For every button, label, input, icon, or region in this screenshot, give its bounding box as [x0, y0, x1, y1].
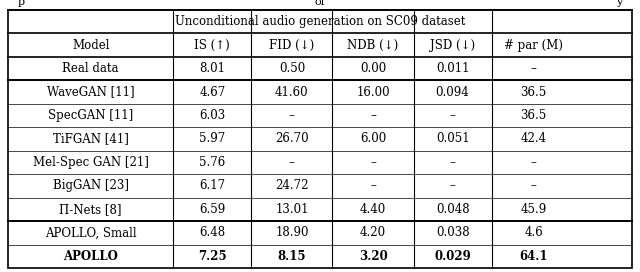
Text: –: –: [531, 156, 537, 169]
Text: –: –: [450, 180, 456, 192]
Text: 26.70: 26.70: [275, 132, 308, 146]
Text: 18.90: 18.90: [275, 226, 308, 239]
Text: 42.4: 42.4: [521, 132, 547, 146]
Text: 7.25: 7.25: [198, 250, 227, 263]
Text: 0.038: 0.038: [436, 226, 469, 239]
Text: –: –: [289, 156, 295, 169]
Text: TiFGAN [41]: TiFGAN [41]: [52, 132, 129, 146]
Text: 0.00: 0.00: [360, 62, 386, 75]
Text: 6.00: 6.00: [360, 132, 386, 146]
Text: y: y: [616, 0, 622, 7]
Text: p: p: [18, 0, 25, 7]
Text: BigGAN [23]: BigGAN [23]: [52, 180, 129, 192]
Text: –: –: [531, 180, 537, 192]
Text: SpecGAN [11]: SpecGAN [11]: [48, 109, 133, 122]
Text: –: –: [289, 109, 295, 122]
Text: 0.011: 0.011: [436, 62, 469, 75]
Text: 6.48: 6.48: [199, 226, 225, 239]
Text: –: –: [450, 156, 456, 169]
Text: 0.051: 0.051: [436, 132, 469, 146]
Text: 8.15: 8.15: [278, 250, 306, 263]
Text: –: –: [370, 180, 376, 192]
Text: 6.59: 6.59: [199, 203, 225, 216]
Text: Π-Nets [8]: Π-Nets [8]: [60, 203, 122, 216]
Text: 4.20: 4.20: [360, 226, 386, 239]
Text: 16.00: 16.00: [356, 86, 390, 98]
Text: 5.76: 5.76: [199, 156, 225, 169]
Text: –: –: [450, 109, 456, 122]
Text: Real data: Real data: [63, 62, 119, 75]
Text: –: –: [370, 109, 376, 122]
Text: 0.048: 0.048: [436, 203, 469, 216]
Text: of: of: [315, 0, 325, 7]
Text: –: –: [370, 156, 376, 169]
Text: 0.50: 0.50: [279, 62, 305, 75]
Text: # par (M): # par (M): [504, 39, 563, 52]
Text: 8.01: 8.01: [200, 62, 225, 75]
Text: 0.094: 0.094: [436, 86, 470, 98]
Text: –: –: [531, 62, 537, 75]
Text: 13.01: 13.01: [275, 203, 308, 216]
Text: 5.97: 5.97: [199, 132, 225, 146]
Text: 64.1: 64.1: [520, 250, 548, 263]
Text: 24.72: 24.72: [275, 180, 308, 192]
Text: 36.5: 36.5: [520, 86, 547, 98]
Text: Mel-Spec GAN [21]: Mel-Spec GAN [21]: [33, 156, 148, 169]
Text: 6.03: 6.03: [199, 109, 225, 122]
Text: JSD (↓): JSD (↓): [430, 39, 475, 52]
Text: 4.6: 4.6: [524, 226, 543, 239]
Text: APOLLO, Small: APOLLO, Small: [45, 226, 136, 239]
Text: 0.029: 0.029: [434, 250, 471, 263]
Text: Unconditional audio generation on SC09 dataset: Unconditional audio generation on SC09 d…: [175, 15, 465, 28]
Text: 41.60: 41.60: [275, 86, 308, 98]
Text: APOLLO: APOLLO: [63, 250, 118, 263]
Text: Model: Model: [72, 39, 109, 52]
Text: IS (↑): IS (↑): [195, 39, 230, 52]
Text: 36.5: 36.5: [520, 109, 547, 122]
Text: 45.9: 45.9: [520, 203, 547, 216]
Text: 3.20: 3.20: [358, 250, 387, 263]
Text: 4.67: 4.67: [199, 86, 225, 98]
Text: NDB (↓): NDB (↓): [348, 39, 399, 52]
Text: FID (↓): FID (↓): [269, 39, 314, 52]
Text: 6.17: 6.17: [199, 180, 225, 192]
Text: 4.40: 4.40: [360, 203, 386, 216]
Text: WaveGAN [11]: WaveGAN [11]: [47, 86, 134, 98]
